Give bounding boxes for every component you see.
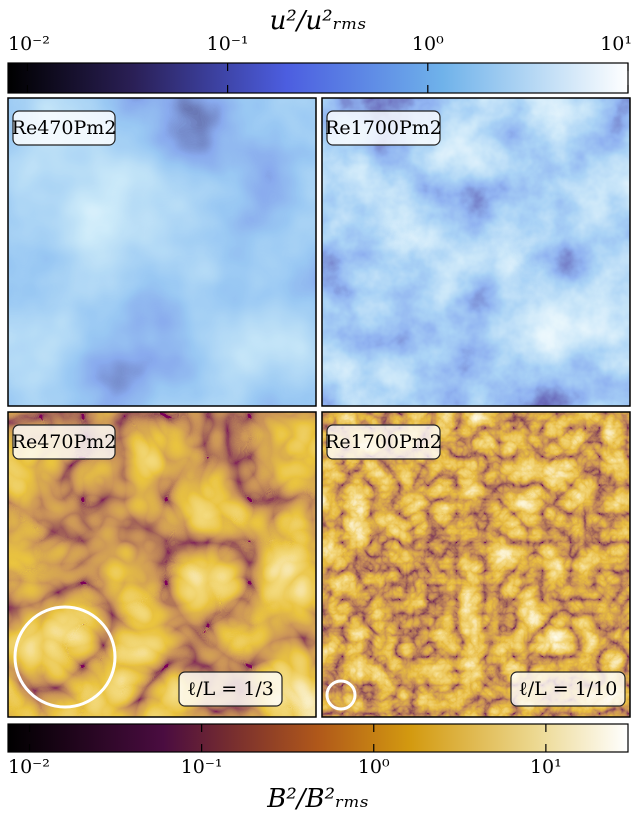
- tick-label: 10⁻¹: [181, 756, 223, 778]
- tick-label: 10⁰: [358, 756, 390, 778]
- label-box: [510, 671, 626, 707]
- tick-label: 10⁻²: [8, 33, 50, 55]
- scale-circle: [13, 605, 117, 709]
- tick-label: 10⁻¹: [207, 33, 249, 55]
- colorbar-label: B²/B²ᵣₘₛ: [266, 784, 369, 814]
- panel-label: Re470Pm2: [12, 431, 117, 453]
- label-box: [178, 671, 283, 707]
- colorbar: [7, 62, 629, 94]
- panel-frame: [321, 411, 631, 718]
- panel-label: Re1700Pm2: [325, 431, 442, 453]
- panel-label: Re470Pm2: [12, 117, 117, 139]
- velocity-map: [8, 98, 316, 406]
- panel-label: ℓ/L = 1/3: [187, 678, 274, 700]
- label-box: [12, 110, 116, 146]
- panel-label: ℓ/L = 1/10: [519, 678, 618, 700]
- magnetic-map: [322, 412, 630, 717]
- velocity-map: [322, 98, 630, 406]
- magnetic-map: [8, 412, 316, 717]
- panel-frame: [321, 97, 631, 407]
- colorbar-label: u²/u²ᵣₘₛ: [270, 6, 367, 36]
- tick-label: 10¹: [530, 756, 562, 778]
- tick-label: 10⁰: [412, 33, 444, 55]
- tick-label: 10¹: [600, 33, 632, 55]
- panel-frame: [7, 411, 317, 718]
- label-box: [326, 424, 441, 460]
- scale-circle: [325, 679, 357, 711]
- colorbar: [7, 723, 629, 753]
- label-box: [12, 424, 116, 460]
- label-box: [326, 110, 441, 146]
- tick-label: 10⁻²: [8, 756, 50, 778]
- panel-label: Re1700Pm2: [325, 117, 442, 139]
- panel-frame: [7, 97, 317, 407]
